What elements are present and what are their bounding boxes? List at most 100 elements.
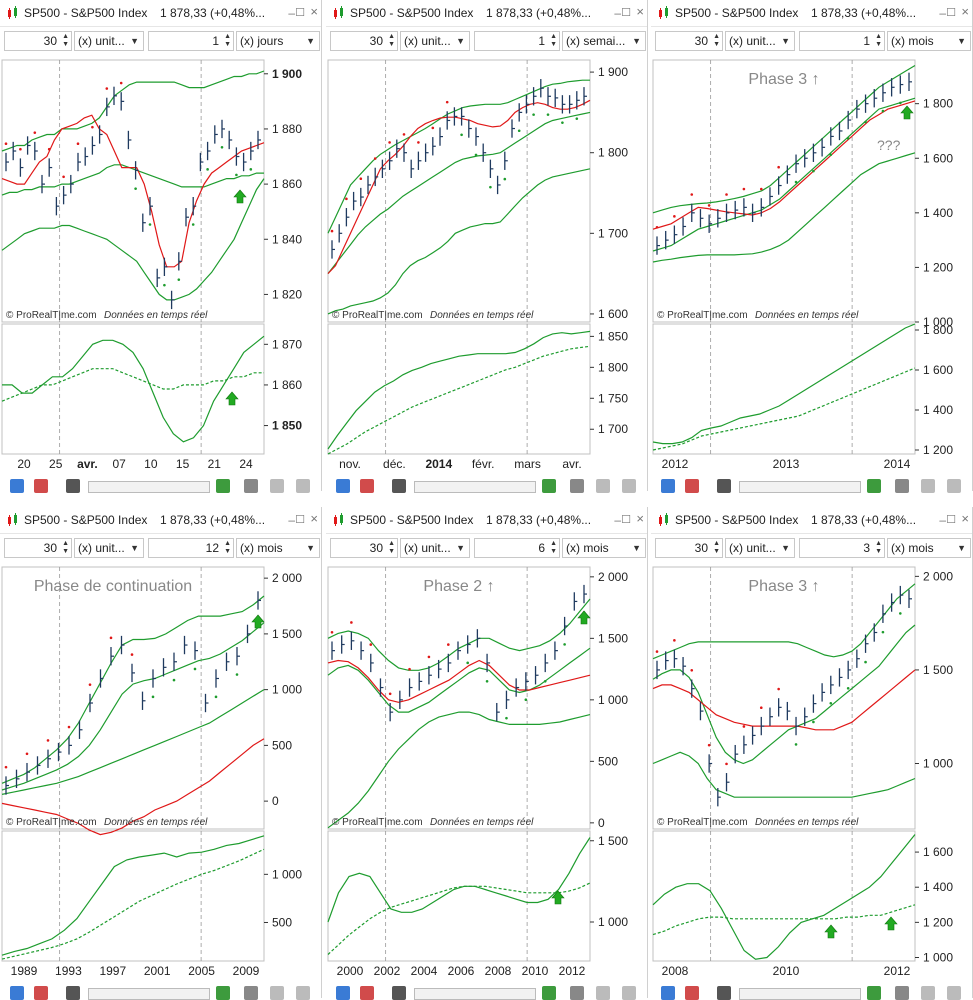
indicator-icon[interactable] xyxy=(685,479,699,493)
units-select[interactable]: (x) unit... ▼ xyxy=(400,31,470,51)
chart-scrollbar[interactable] xyxy=(739,481,861,493)
chart-type-icon[interactable] xyxy=(661,986,675,1000)
panel-titlebar[interactable]: SP500 - S&P500 Index 1 878,33 (+0,48%...… xyxy=(0,0,321,27)
maximize-icon[interactable]: ☐ xyxy=(621,7,631,19)
chart-scrollbar[interactable] xyxy=(88,481,210,493)
indicator-icon[interactable] xyxy=(34,986,48,1000)
price-chart[interactable]: 1 900 1 880 1 860 1 840 1 820 1 870 1 860 1 850… xyxy=(0,58,322,476)
chart-panel-5[interactable]: SP500 - S&P500 Index 1 878,33 (+0,48%...… xyxy=(326,507,648,1000)
close-icon[interactable]: × xyxy=(310,4,318,19)
zoom-out-icon[interactable] xyxy=(270,479,284,493)
indicator-icon[interactable] xyxy=(34,479,48,493)
units-select[interactable]: (x) unit... ▼ xyxy=(725,538,795,558)
minimize-icon[interactable]: – xyxy=(288,6,295,20)
list-icon[interactable] xyxy=(717,479,731,493)
stepper-arrows-icon[interactable]: ▲ ▼ xyxy=(388,540,395,555)
period-stepper[interactable]: 6 ▲ ▼ xyxy=(474,538,560,558)
maximize-icon[interactable]: ☐ xyxy=(946,7,956,19)
panel-titlebar[interactable]: SP500 - S&P500 Index 1 878,33 (+0,48%...… xyxy=(326,507,647,534)
chart-type-icon[interactable] xyxy=(336,986,350,1000)
maximize-icon[interactable]: ☐ xyxy=(295,7,305,19)
stepper-arrows-icon[interactable]: ▲ ▼ xyxy=(62,33,69,48)
minimize-icon[interactable]: – xyxy=(614,513,621,527)
units-select[interactable]: (x) unit... ▼ xyxy=(74,31,144,51)
period-select[interactable]: (x) jours ▼ xyxy=(236,31,320,51)
zoom-fit-icon[interactable] xyxy=(244,479,258,493)
maximize-icon[interactable]: ☐ xyxy=(946,514,956,526)
drawing-icon[interactable] xyxy=(867,479,881,493)
period-select[interactable]: (x) mois ▼ xyxy=(236,538,320,558)
period-stepper[interactable]: 1 ▲ ▼ xyxy=(148,31,234,51)
panel-titlebar[interactable]: SP500 - S&P500 Index 1 878,33 (+0,48%...… xyxy=(326,0,647,27)
minimize-icon[interactable]: – xyxy=(939,6,946,20)
stepper-arrows-icon[interactable]: ▲ ▼ xyxy=(550,33,557,48)
chart-type-icon[interactable] xyxy=(336,479,350,493)
price-chart[interactable]: 2 000 1 500 1 000 500 0 1 500 1 000 2000 2002 200… xyxy=(326,565,648,983)
panel-titlebar[interactable]: SP500 - S&P500 Index 1 878,33 (+0,48%...… xyxy=(651,0,972,27)
indicator-icon[interactable] xyxy=(360,479,374,493)
drawing-icon[interactable] xyxy=(542,986,556,1000)
stepper-arrows-icon[interactable]: ▲ ▼ xyxy=(713,33,720,48)
zoom-out-icon[interactable] xyxy=(270,986,284,1000)
period-stepper[interactable]: 12 ▲ ▼ xyxy=(148,538,234,558)
close-icon[interactable]: × xyxy=(636,4,644,19)
minimize-icon[interactable]: – xyxy=(614,6,621,20)
chart-panel-3[interactable]: SP500 - S&P500 Index 1 878,33 (+0,48%...… xyxy=(651,0,973,493)
stepper-arrows-icon[interactable]: ▲ ▼ xyxy=(224,33,231,48)
chart-panel-4[interactable]: SP500 - S&P500 Index 1 878,33 (+0,48%...… xyxy=(0,507,322,1000)
chart-scrollbar[interactable] xyxy=(414,988,536,1000)
indicator-icon[interactable] xyxy=(685,986,699,1000)
drawing-icon[interactable] xyxy=(867,986,881,1000)
minimize-icon[interactable]: – xyxy=(939,513,946,527)
stepper-arrows-icon[interactable]: ▲ ▼ xyxy=(875,33,882,48)
chart-type-icon[interactable] xyxy=(10,986,24,1000)
zoom-out-icon[interactable] xyxy=(596,479,610,493)
zoom-fit-icon[interactable] xyxy=(895,986,909,1000)
zoom-in-icon[interactable] xyxy=(622,479,636,493)
chart-scrollbar[interactable] xyxy=(88,988,210,1000)
zoom-out-icon[interactable] xyxy=(921,986,935,1000)
period-stepper[interactable]: 1 ▲ ▼ xyxy=(474,31,560,51)
period-select[interactable]: (x) mois ▼ xyxy=(887,31,971,51)
list-icon[interactable] xyxy=(392,479,406,493)
stepper-arrows-icon[interactable]: ▲ ▼ xyxy=(875,540,882,555)
list-icon[interactable] xyxy=(717,986,731,1000)
chart-type-icon[interactable] xyxy=(10,479,24,493)
zoom-out-icon[interactable] xyxy=(921,479,935,493)
units-select[interactable]: (x) unit... ▼ xyxy=(74,538,144,558)
drawing-icon[interactable] xyxy=(216,986,230,1000)
zoom-in-icon[interactable] xyxy=(296,986,310,1000)
period-stepper[interactable]: 3 ▲ ▼ xyxy=(799,538,885,558)
period-select[interactable]: (x) mois ▼ xyxy=(887,538,971,558)
list-icon[interactable] xyxy=(66,479,80,493)
period-select[interactable]: (x) semai... ▼ xyxy=(562,31,646,51)
close-icon[interactable]: × xyxy=(961,4,969,19)
price-chart[interactable]: 2 000 1 500 1 000 500 0 1 000 500 1989 1993 1997 2… xyxy=(0,565,322,983)
stepper-arrows-icon[interactable]: ▲ ▼ xyxy=(550,540,557,555)
units-stepper[interactable]: 30 ▲ ▼ xyxy=(4,31,72,51)
zoom-in-icon[interactable] xyxy=(947,479,961,493)
chart-type-icon[interactable] xyxy=(661,479,675,493)
maximize-icon[interactable]: ☐ xyxy=(621,514,631,526)
panel-titlebar[interactable]: SP500 - S&P500 Index 1 878,33 (+0,48%...… xyxy=(651,507,972,534)
chart-scrollbar[interactable] xyxy=(739,988,861,1000)
drawing-icon[interactable] xyxy=(542,479,556,493)
zoom-fit-icon[interactable] xyxy=(570,479,584,493)
zoom-in-icon[interactable] xyxy=(947,986,961,1000)
chart-panel-6[interactable]: SP500 - S&P500 Index 1 878,33 (+0,48%...… xyxy=(651,507,973,1000)
zoom-in-icon[interactable] xyxy=(622,986,636,1000)
units-stepper[interactable]: 30 ▲ ▼ xyxy=(655,31,723,51)
close-icon[interactable]: × xyxy=(636,511,644,526)
panel-titlebar[interactable]: SP500 - S&P500 Index 1 878,33 (+0,48%...… xyxy=(0,507,321,534)
units-stepper[interactable]: 30 ▲ ▼ xyxy=(655,538,723,558)
units-stepper[interactable]: 30 ▲ ▼ xyxy=(330,31,398,51)
period-select[interactable]: (x) mois ▼ xyxy=(562,538,646,558)
chart-panel-1[interactable]: SP500 - S&P500 Index 1 878,33 (+0,48%...… xyxy=(0,0,322,493)
minimize-icon[interactable]: – xyxy=(288,513,295,527)
close-icon[interactable]: × xyxy=(961,511,969,526)
stepper-arrows-icon[interactable]: ▲ ▼ xyxy=(388,33,395,48)
period-stepper[interactable]: 1 ▲ ▼ xyxy=(799,31,885,51)
chart-panel-2[interactable]: SP500 - S&P500 Index 1 878,33 (+0,48%...… xyxy=(326,0,648,493)
price-chart[interactable]: 2 000 1 500 1 000 1 600 1 400 1 200 1 000 2008 2… xyxy=(651,565,973,983)
